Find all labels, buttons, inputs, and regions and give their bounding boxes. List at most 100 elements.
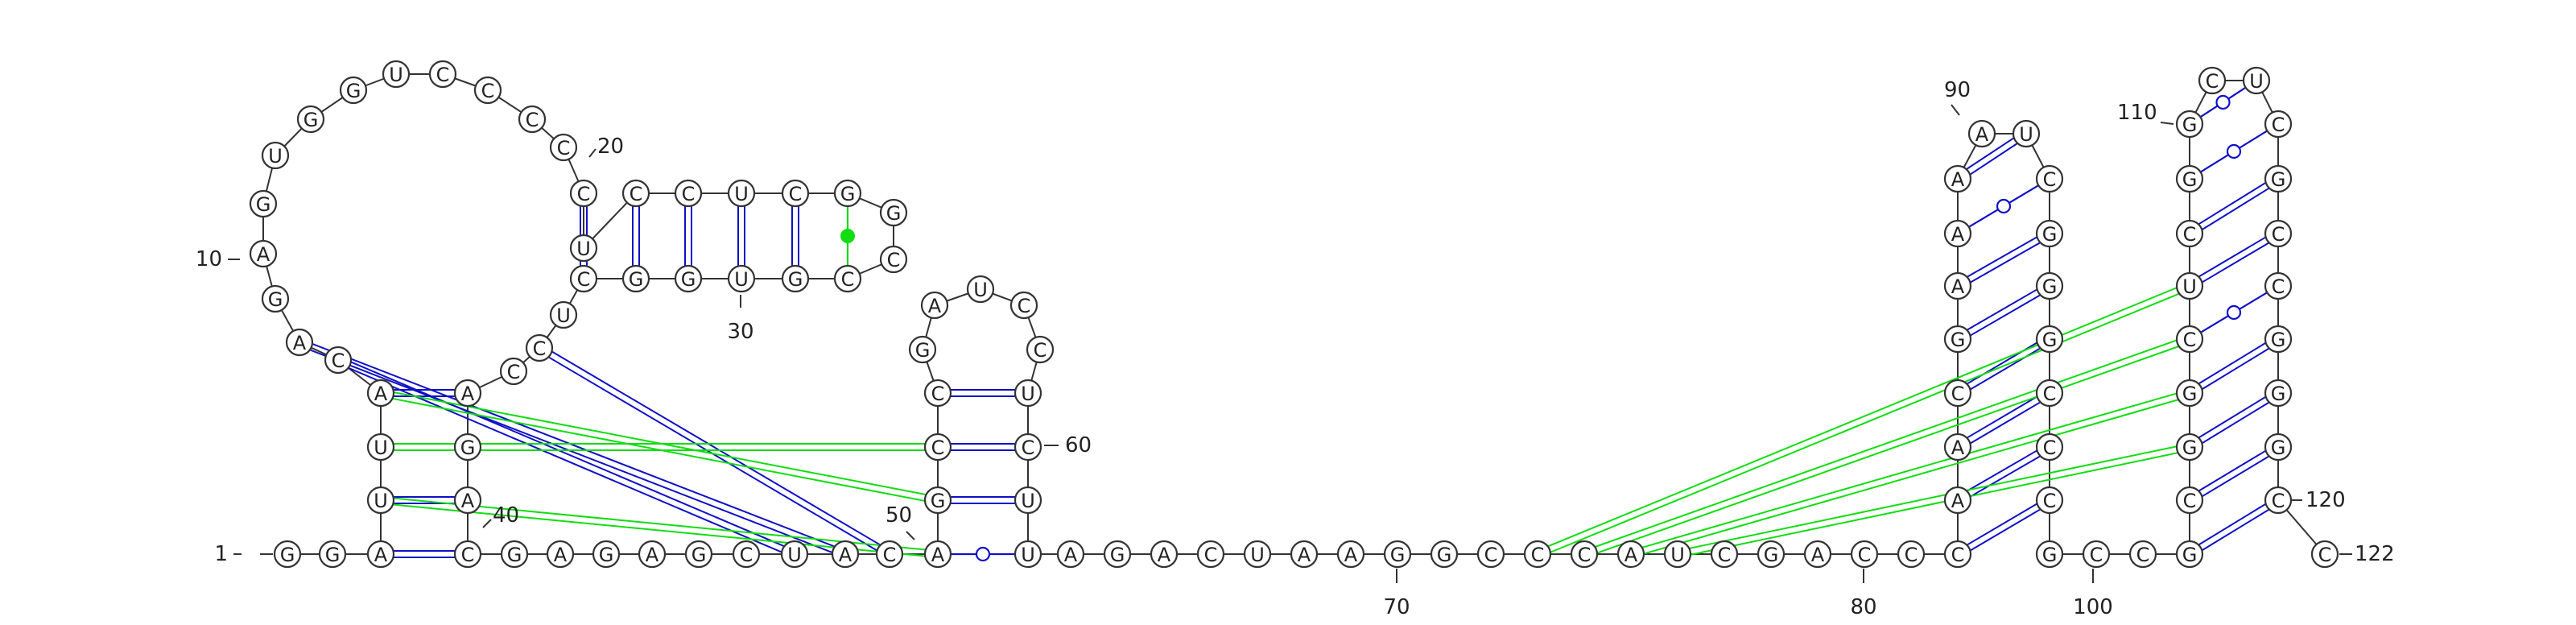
nucleotide-60: U — [1015, 380, 1041, 406]
canonical-pair-line — [2199, 183, 2266, 224]
nucleotide-letter: A — [1975, 123, 1989, 146]
pseudoknot-pair-line — [1597, 346, 2178, 553]
nucleotide-letter: U — [734, 183, 749, 205]
canonical-pair-line — [1967, 237, 2037, 276]
nucleotide-letter: A — [1951, 223, 1965, 246]
nucleotide-102: C — [2130, 541, 2156, 567]
nucleotide-letter: C — [1578, 544, 1591, 566]
nucleotide-letter: A — [461, 383, 475, 405]
nucleotide-101: C — [2083, 541, 2109, 567]
nucleotide-58: C — [1011, 292, 1037, 318]
nucleotide-letter: G — [256, 193, 271, 216]
nucleotide-69: A — [1291, 541, 1317, 567]
number-label-10: 10 — [196, 247, 222, 271]
nucleotide-65: G — [1104, 541, 1130, 567]
nucleotide-50: C — [877, 541, 902, 567]
nucleotide-letter: A — [1344, 544, 1358, 566]
nucleotide-8: A — [287, 329, 312, 355]
nucleotide-letter: C — [883, 544, 897, 566]
nucleotide-letter: G — [1437, 544, 1452, 566]
nucleotide-letter: C — [887, 249, 901, 271]
nucleotide-letter: U — [2249, 70, 2264, 93]
nucleotide-letter: C — [2318, 544, 2332, 566]
nucleotide-111: G — [2177, 111, 2202, 137]
nucleotide-letter: C — [841, 268, 855, 291]
nucleotide-83: C — [1945, 541, 1971, 567]
nucleotide-letter: C — [1204, 544, 1218, 566]
nucleotide-letter: G — [886, 202, 902, 225]
nucleotide-24: U — [729, 180, 754, 206]
nucleotide-3: A — [368, 541, 394, 567]
nucleotide-letter: C — [2183, 490, 2197, 512]
nucleotide-85: A — [1945, 434, 1971, 460]
canonical-pair-line — [2199, 451, 2266, 491]
nucleotide-letter: C — [2183, 329, 2197, 351]
nucleotide-119: G — [2265, 380, 2291, 406]
nucleotide-letter: G — [2042, 329, 2058, 351]
number-label-layer: 1 10 20 30 40 50 60 70 80 90 100 110 120… — [196, 78, 2395, 619]
noncanonical-pair-marker — [840, 229, 855, 243]
nucleotide-letter: G — [2182, 544, 2198, 566]
pseudoknot-pair-line — [1550, 294, 2178, 553]
nucleotide-letter: C — [1951, 383, 1965, 405]
nucleotide-letter: G — [2271, 437, 2286, 459]
number-tick — [589, 149, 596, 157]
nucleotide-47: C — [733, 541, 759, 567]
canonical-pair-line — [1971, 510, 2040, 551]
nucleotide-46: G — [686, 541, 712, 567]
nucleotide-letter: C — [557, 137, 571, 159]
nucleotide-94: G — [2037, 221, 2062, 246]
number-label-1: 1 — [214, 542, 228, 566]
nucleotide-letter: A — [839, 544, 852, 566]
nucleotide-78: C — [1711, 541, 1737, 567]
nucleotide-letter: C — [481, 80, 495, 102]
nucleotide-121: C — [2265, 487, 2291, 513]
nucleotide-letter: A — [1158, 544, 1171, 566]
nucleotide-71: G — [1385, 541, 1410, 567]
number-tick — [2161, 122, 2174, 124]
nucleotide-letter: A — [461, 490, 475, 512]
number-label-120: 120 — [2306, 488, 2346, 512]
nucleotide-7: C — [325, 347, 351, 373]
nucleotide-90: A — [1945, 166, 1971, 192]
nucleotide-49: A — [832, 541, 858, 567]
nucleotide-letter: C — [577, 268, 591, 291]
nucleotide-86: C — [1945, 380, 1971, 406]
nucleotide-letter: U — [374, 437, 388, 459]
nucleotide-76: A — [1618, 541, 1644, 567]
nucleotide-letter: G — [931, 490, 946, 512]
canonical-pair-line — [552, 352, 880, 545]
nucleotide-letter: C — [1718, 544, 1732, 566]
nucleotide-letter: C — [2043, 168, 2057, 191]
nucleotide-20: C — [571, 180, 597, 206]
wobble-pair-marker — [2227, 145, 2240, 158]
nucleotide-92: U — [2013, 121, 2039, 147]
nucleotide-letter: C — [1484, 544, 1498, 566]
canonical-pair-line — [2202, 457, 2269, 497]
nucleotide-letter: G — [2182, 383, 2198, 405]
nucleotide-letter: C — [1858, 544, 1872, 566]
canonical-pair-line — [1971, 456, 2040, 496]
nucleotide-52: G — [925, 487, 951, 513]
number-label-60: 60 — [1065, 433, 1092, 457]
nucleotide-18: C — [519, 106, 545, 132]
nucleotide-97: C — [2037, 380, 2062, 406]
nucleotide-116: C — [2265, 221, 2291, 246]
nucleotide-108: U — [2177, 273, 2202, 299]
nucleotide-9: G — [262, 286, 288, 312]
nucleotide-letter: C — [2272, 275, 2285, 298]
nucleotide-79: G — [1758, 541, 1784, 567]
nucleotide-39: G — [455, 434, 481, 460]
nucleotide-letter: C — [2272, 490, 2285, 512]
nucleotide-letter: U — [787, 544, 802, 566]
nucleotide-1: G — [275, 541, 300, 567]
nucleotide-80: A — [1805, 541, 1831, 567]
nucleotide-61: C — [1015, 434, 1041, 460]
nucleotide-letter: G — [2271, 168, 2286, 191]
nucleotide-letter: G — [840, 183, 856, 205]
nucleotide-73: C — [1478, 541, 1504, 567]
nucleotide-99: C — [2037, 487, 2062, 513]
nucleotide-31: U — [729, 266, 754, 292]
nucleotide-72: G — [1431, 541, 1457, 567]
